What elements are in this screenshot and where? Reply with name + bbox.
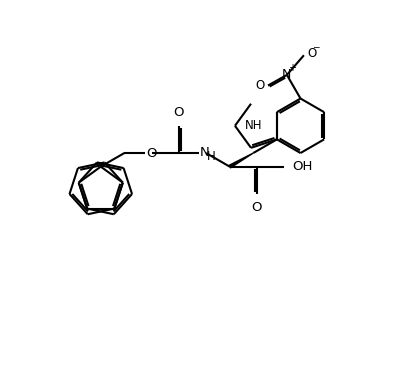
- Polygon shape: [229, 153, 253, 168]
- Text: O: O: [256, 79, 265, 92]
- Text: O: O: [308, 47, 317, 60]
- Text: H: H: [207, 150, 215, 163]
- Text: N: N: [282, 68, 292, 81]
- Text: +: +: [288, 63, 296, 73]
- Text: O: O: [252, 201, 262, 214]
- Text: N: N: [200, 146, 209, 159]
- Text: O: O: [174, 106, 184, 119]
- Text: −: −: [312, 42, 320, 51]
- Text: NH: NH: [244, 119, 262, 132]
- Text: OH: OH: [293, 160, 313, 173]
- Text: O: O: [146, 147, 157, 159]
